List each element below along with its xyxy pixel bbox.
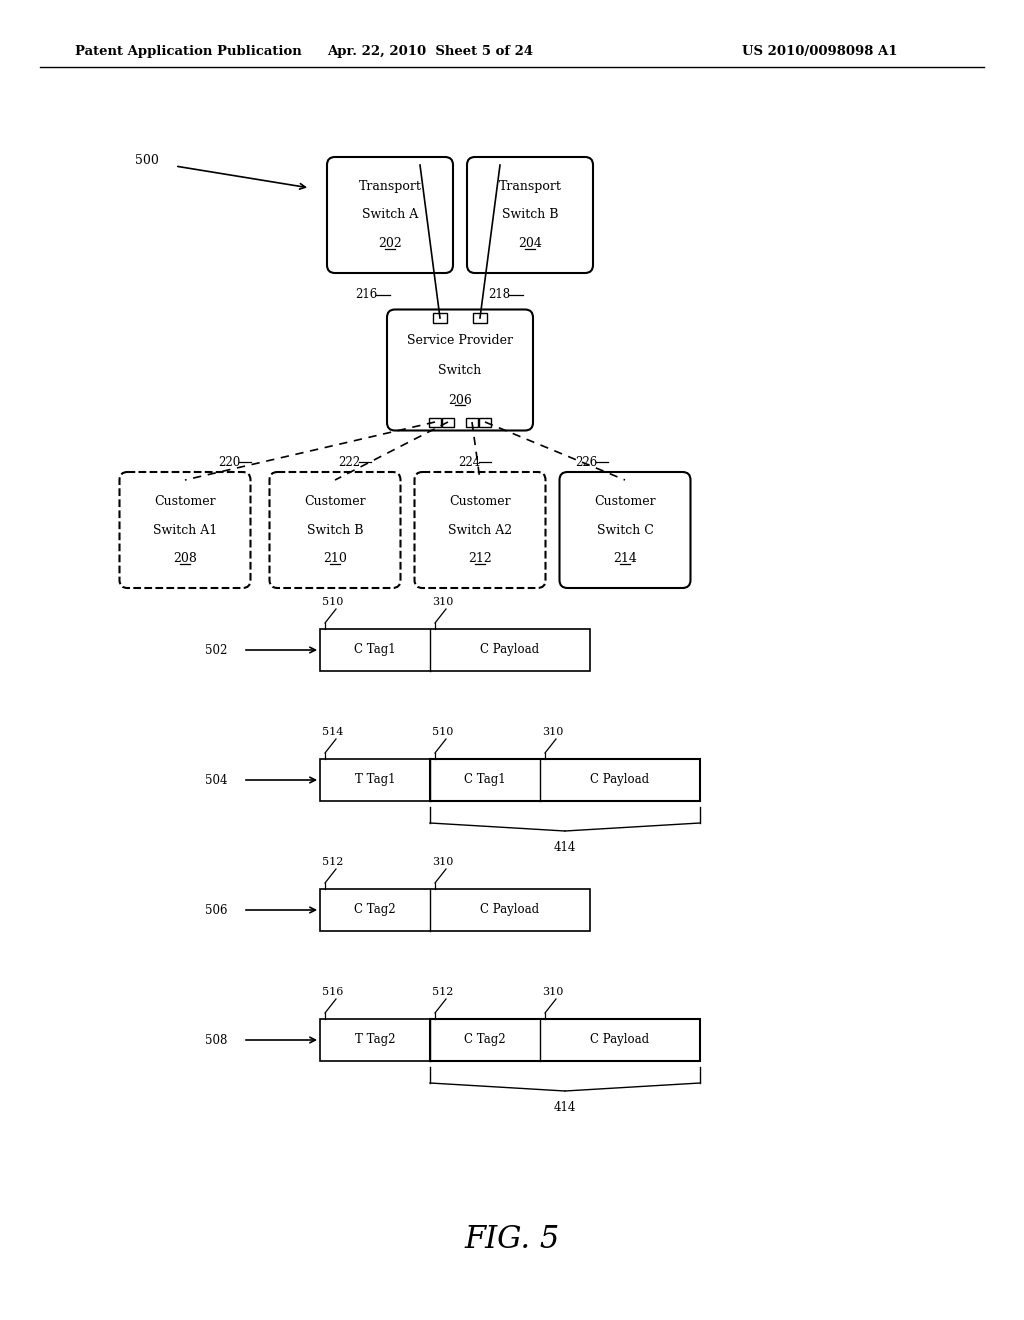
FancyBboxPatch shape <box>467 157 593 273</box>
Bar <box>430 759 700 801</box>
Text: 512: 512 <box>322 857 343 867</box>
FancyBboxPatch shape <box>120 473 251 587</box>
Text: T Tag1: T Tag1 <box>354 774 395 787</box>
FancyBboxPatch shape <box>387 309 534 430</box>
Bar <box>319 630 590 671</box>
Text: C Payload: C Payload <box>480 644 540 656</box>
Text: 206: 206 <box>449 393 472 407</box>
Text: 214: 214 <box>613 552 637 565</box>
Text: T Tag2: T Tag2 <box>354 1034 395 1047</box>
Text: 222: 222 <box>338 455 360 469</box>
Text: Transport: Transport <box>358 180 422 193</box>
FancyBboxPatch shape <box>327 157 453 273</box>
Text: Apr. 22, 2010  Sheet 5 of 24: Apr. 22, 2010 Sheet 5 of 24 <box>327 45 534 58</box>
Text: 504: 504 <box>205 774 227 787</box>
Bar <box>319 888 590 931</box>
Bar <box>442 417 454 426</box>
Text: Switch A: Switch A <box>361 209 418 222</box>
Text: Transport: Transport <box>499 180 561 193</box>
Text: 414: 414 <box>554 1101 577 1114</box>
Text: Customer: Customer <box>594 495 655 508</box>
Text: Switch B: Switch B <box>502 209 558 222</box>
Text: FIG. 5: FIG. 5 <box>464 1225 560 1255</box>
Bar <box>433 313 447 323</box>
Text: 220: 220 <box>218 455 241 469</box>
Text: C Tag1: C Tag1 <box>354 644 396 656</box>
Text: 506: 506 <box>205 903 227 916</box>
Bar <box>479 417 490 426</box>
Bar <box>430 1019 700 1061</box>
Text: 516: 516 <box>322 987 343 997</box>
Text: Switch A2: Switch A2 <box>447 524 512 536</box>
Text: 502: 502 <box>205 644 227 656</box>
Text: C Payload: C Payload <box>591 1034 649 1047</box>
Text: 508: 508 <box>205 1034 227 1047</box>
Text: 202: 202 <box>378 238 401 249</box>
Text: 224: 224 <box>458 455 480 469</box>
FancyBboxPatch shape <box>269 473 400 587</box>
Text: C Payload: C Payload <box>480 903 540 916</box>
Text: Customer: Customer <box>304 495 366 508</box>
Bar <box>466 417 478 426</box>
Text: Switch A1: Switch A1 <box>153 524 217 536</box>
Text: 210: 210 <box>323 552 347 565</box>
Text: Switch C: Switch C <box>597 524 653 536</box>
Text: 208: 208 <box>173 552 197 565</box>
Text: Patent Application Publication: Patent Application Publication <box>75 45 302 58</box>
Text: 310: 310 <box>432 597 454 607</box>
Text: 510: 510 <box>432 727 454 737</box>
Text: 310: 310 <box>432 857 454 867</box>
FancyBboxPatch shape <box>415 473 546 587</box>
Bar <box>319 1019 700 1061</box>
Text: 500: 500 <box>135 153 159 166</box>
Text: Customer: Customer <box>450 495 511 508</box>
Text: 514: 514 <box>322 727 343 737</box>
Text: 218: 218 <box>488 289 510 301</box>
Text: US 2010/0098098 A1: US 2010/0098098 A1 <box>742 45 898 58</box>
Text: 226: 226 <box>575 455 597 469</box>
Bar <box>319 759 700 801</box>
Text: 216: 216 <box>355 289 377 301</box>
Text: Customer: Customer <box>155 495 216 508</box>
Text: C Tag2: C Tag2 <box>464 1034 506 1047</box>
Text: 510: 510 <box>322 597 343 607</box>
Bar <box>429 417 441 426</box>
Text: Switch B: Switch B <box>307 524 364 536</box>
Bar <box>473 313 487 323</box>
Text: C Payload: C Payload <box>591 774 649 787</box>
Text: C Tag2: C Tag2 <box>354 903 396 916</box>
Text: Service Provider: Service Provider <box>407 334 513 346</box>
Text: 212: 212 <box>468 552 492 565</box>
FancyBboxPatch shape <box>559 473 690 587</box>
Text: 414: 414 <box>554 841 577 854</box>
Text: 310: 310 <box>542 727 563 737</box>
Text: Switch: Switch <box>438 363 481 376</box>
Text: 204: 204 <box>518 238 542 249</box>
Text: C Tag1: C Tag1 <box>464 774 506 787</box>
Text: 310: 310 <box>542 987 563 997</box>
Text: 512: 512 <box>432 987 454 997</box>
